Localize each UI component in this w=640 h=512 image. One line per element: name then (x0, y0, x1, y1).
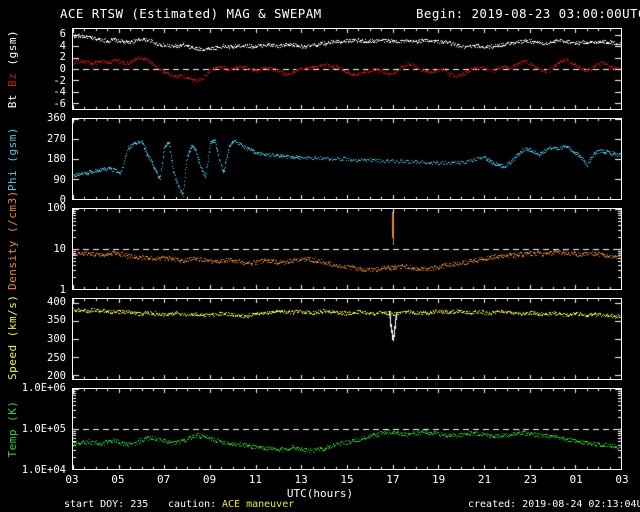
y-tick-label: 350 (47, 314, 66, 327)
y-tick-label: -2 (53, 74, 66, 87)
x-tick-label: 23 (523, 473, 537, 486)
plot-canvas-phi-angle (73, 119, 621, 199)
page-title: ACE RTSW (Estimated) MAG & SWEPAM (60, 6, 322, 21)
y-axis-label-magnetic-field: Bt Bz (gsm) (6, 28, 19, 110)
y-tick-label: 1.0E+05 (21, 423, 66, 435)
caution-value: ACE maneuver (222, 499, 295, 510)
y-tick-label: 1.0E+06 (21, 382, 66, 394)
x-tick-label: 19 (432, 473, 446, 486)
y-axis-label-proton-temperature: Temp (K) (6, 400, 19, 458)
x-tick-label: 01 (569, 473, 583, 486)
x-axis-label: UTC(hours) (286, 487, 354, 500)
y-axis-label-phi-angle: Phi (gsm) (6, 126, 19, 192)
x-tick-label: 07 (157, 473, 171, 486)
plot-canvas-proton-temperature (73, 389, 621, 469)
y-axis-label-proton-density: Density (/cm3) (6, 190, 19, 290)
y-tick-label: 300 (47, 333, 66, 345)
x-tick-label: 21 (477, 473, 492, 486)
x-tick-label: 11 (248, 473, 262, 486)
y-tick-label: 4 (59, 39, 66, 52)
y-tick-label: 0 (59, 194, 66, 206)
y-axis-ticks-phi-angle: 360 270 180 90 0 (0, 112, 66, 206)
y-tick-label: 0 (59, 63, 66, 75)
y-tick-label: 6 (59, 27, 66, 40)
x-tick-label: 13 (294, 473, 308, 486)
y-tick-label: 2 (59, 51, 66, 64)
y-tick-label: 100 (47, 202, 66, 214)
plot-canvas-proton-density (73, 209, 621, 289)
y-tick-label: 200 (47, 370, 66, 383)
y-tick-label: 90 (53, 173, 66, 186)
y-tick-label: 270 (47, 132, 66, 145)
y-tick-label: 1 (59, 284, 66, 296)
y-axis-label-part: (gsm) (6, 29, 19, 73)
plot-canvas-solar-wind-speed (73, 299, 621, 379)
caution-label: caution: (168, 499, 217, 510)
begin-timestamp: Begin: 2019-08-23 03:00:00UTC (416, 6, 640, 21)
created-timestamp: created: 2019-08-24 02:13:04UTC (468, 499, 640, 510)
plot-panel-solar-wind-speed (72, 298, 622, 380)
y-axis-ticks-magnetic-field: 6 4 2 0 -2 -4 -6 (0, 28, 66, 110)
plot-panel-proton-temperature (72, 388, 622, 470)
x-tick-label: 03 (615, 473, 629, 486)
plot-panel-phi-angle (72, 118, 622, 200)
y-tick-label: 1.0E+04 (21, 464, 66, 476)
y-axis-label-part: Bt (6, 86, 19, 109)
y-axis-label-solar-wind-speed: Speed (km/s) (6, 294, 19, 380)
x-tick-label: 17 (386, 473, 400, 486)
y-axis-ticks-solar-wind-speed: 400 350 300 250 200 (0, 295, 66, 383)
y-axis-ticks-proton-density: 100 10 1 (0, 202, 66, 296)
x-tick-label: 09 (202, 473, 217, 486)
plot-canvas-magnetic-field (73, 29, 621, 109)
y-tick-label: 400 (47, 295, 66, 308)
y-tick-label: -4 (53, 86, 66, 99)
plot-panel-magnetic-field (72, 28, 622, 110)
y-tick-label: 180 (47, 153, 66, 165)
x-tick-label: 15 (340, 473, 354, 486)
y-tick-label: 10 (53, 243, 66, 255)
y-tick-label: -6 (53, 98, 66, 111)
plot-panel-proton-density (72, 208, 622, 290)
y-axis-label-part: Bz (6, 72, 19, 87)
x-tick-label: 03 (65, 473, 79, 486)
x-tick-label: 05 (111, 473, 125, 486)
start-doy-label: start DOY: 235 (64, 499, 149, 510)
y-axis-ticks-proton-temperature: 1.0E+06 1.0E+05 1.0E+04 (0, 382, 66, 476)
y-tick-label: 360 (47, 112, 66, 124)
y-tick-label: 250 (47, 351, 66, 364)
